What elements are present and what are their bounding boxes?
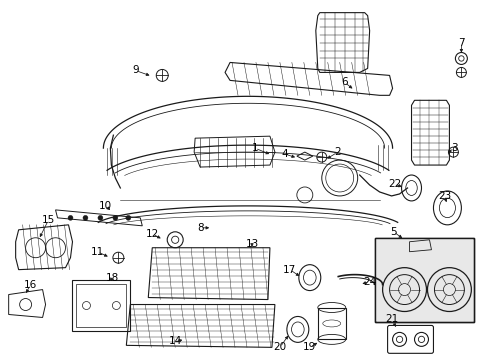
Circle shape xyxy=(83,215,88,220)
Text: 8: 8 xyxy=(196,223,203,233)
Text: 3: 3 xyxy=(450,143,457,153)
Text: 23: 23 xyxy=(437,191,450,201)
Circle shape xyxy=(125,215,131,220)
Bar xyxy=(374,238,473,323)
Text: 6: 6 xyxy=(341,77,347,87)
Text: 14: 14 xyxy=(168,336,182,346)
Text: 15: 15 xyxy=(42,215,55,225)
Text: 2: 2 xyxy=(334,147,340,157)
Text: 19: 19 xyxy=(303,342,316,352)
Text: 11: 11 xyxy=(91,247,104,257)
Text: 9: 9 xyxy=(132,66,138,76)
Bar xyxy=(374,238,473,323)
Text: 17: 17 xyxy=(283,265,296,275)
Bar xyxy=(72,280,130,332)
Text: 1: 1 xyxy=(251,143,258,153)
Text: 21: 21 xyxy=(384,314,397,324)
Text: 10: 10 xyxy=(99,201,112,211)
Bar xyxy=(76,284,126,328)
Bar xyxy=(317,307,345,339)
Text: 16: 16 xyxy=(24,280,37,289)
Bar xyxy=(375,239,472,321)
Text: 24: 24 xyxy=(362,276,375,287)
Text: 4: 4 xyxy=(281,149,287,159)
Text: 5: 5 xyxy=(389,227,396,237)
Text: 12: 12 xyxy=(145,229,159,239)
Text: 18: 18 xyxy=(105,273,119,283)
Circle shape xyxy=(68,215,73,220)
Text: 22: 22 xyxy=(387,179,400,189)
Text: 13: 13 xyxy=(245,239,258,249)
Circle shape xyxy=(98,215,102,220)
Circle shape xyxy=(113,215,118,220)
Text: 7: 7 xyxy=(457,37,464,48)
Text: 20: 20 xyxy=(273,342,286,352)
